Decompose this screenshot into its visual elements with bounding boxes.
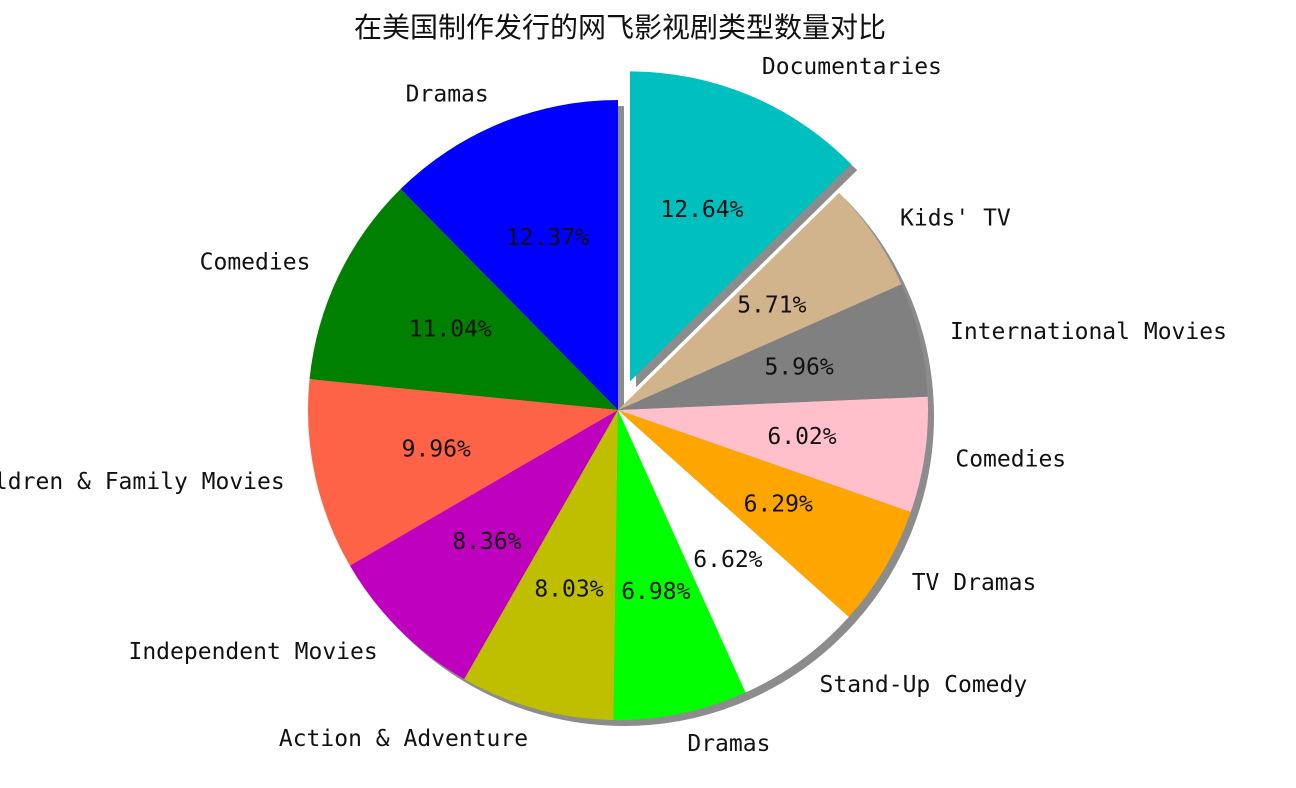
pie-slice xyxy=(618,284,928,410)
slice-category-label: Dramas xyxy=(406,81,489,107)
pie-slice xyxy=(613,410,746,720)
slice-category-label: Comedies xyxy=(200,250,311,276)
slice-category-label: Dramas xyxy=(687,731,770,757)
slice-percentage-label: 5.96% xyxy=(764,355,833,381)
pie-slice xyxy=(349,410,618,680)
pie-slice xyxy=(618,396,928,512)
slice-percentage-label: 12.64% xyxy=(660,197,743,223)
pie-slice xyxy=(308,379,618,566)
slice-percentage-label: 12.37% xyxy=(506,225,589,251)
pie-slice xyxy=(629,71,852,382)
percentage-labels: 12.37% 11.04% 9.96% 8.36% 8.03% 6.98%6.62% 6.2… xyxy=(402,197,837,605)
slice-category-label: Action & Adventure xyxy=(279,726,528,752)
pie-slice xyxy=(618,410,849,693)
slice-percentage-label: 11.04% xyxy=(409,317,492,343)
slice-category-label: TV Dramas xyxy=(912,570,1037,596)
slice-percentage-label: 5.71% xyxy=(737,292,806,318)
slice-category-label: Independent Movies xyxy=(128,639,377,665)
pie-slice xyxy=(464,410,618,720)
slice-category-label: International Movies xyxy=(950,319,1227,345)
slice-category-label: Documentaries xyxy=(762,54,942,80)
slice-percentage-label: 6.62% xyxy=(693,547,762,573)
slice-percentage-label: 6.02% xyxy=(767,424,836,450)
slice-category-label: Stand-Up Comedy xyxy=(820,672,1028,698)
slice-percentage-label: 6.29% xyxy=(744,491,813,517)
pie-slice xyxy=(618,192,902,410)
category-labels: Dramas Comedies Children & Family Movies In… xyxy=(0,54,1227,757)
slice-percentage-label: 8.36% xyxy=(452,529,521,555)
pie-slices xyxy=(308,71,928,720)
pie-slice xyxy=(400,100,618,410)
pie-slice xyxy=(309,189,618,410)
pie-slice xyxy=(618,410,911,617)
slice-percentage-label: 6.98% xyxy=(621,579,690,605)
slice-category-label: Kids' TV xyxy=(900,205,1011,231)
slice-category-label: Children & Family Movies xyxy=(0,469,285,495)
slice-percentage-label: 9.96% xyxy=(402,436,471,462)
chart-title: 在美国制作发行的网飞影视剧类型数量对比 xyxy=(353,11,886,44)
slice-category-label: Comedies xyxy=(955,447,1066,473)
slice-percentage-label: 8.03% xyxy=(534,576,603,602)
